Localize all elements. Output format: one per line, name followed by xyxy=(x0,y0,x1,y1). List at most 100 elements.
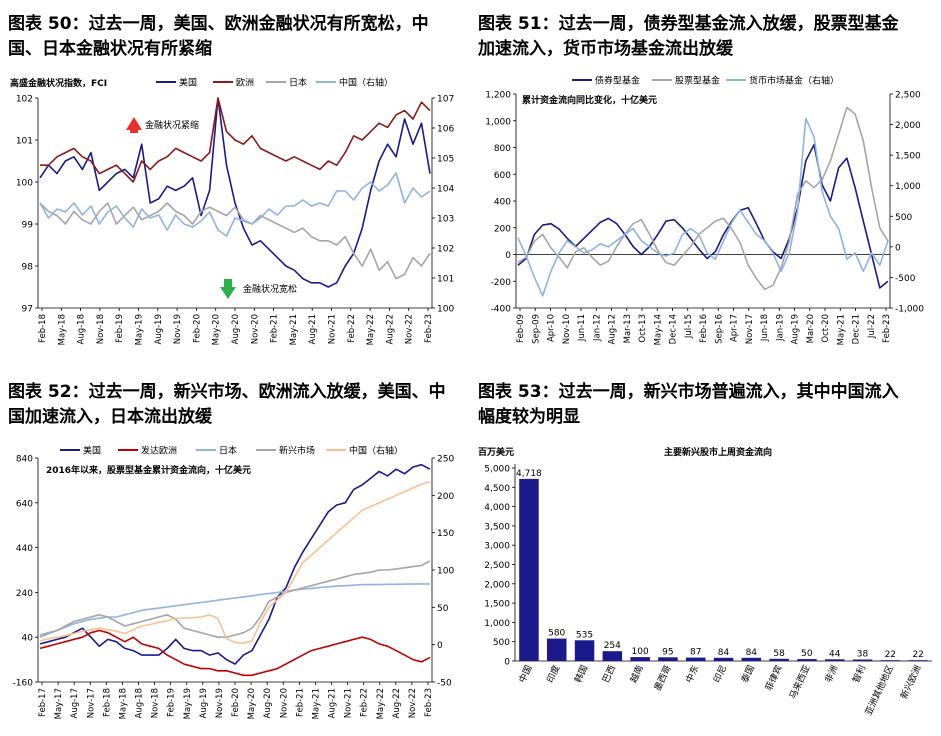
y-right-tick-label: 1,000 xyxy=(895,182,921,192)
x-tick-label: Aug-19 xyxy=(199,688,209,718)
x-category-label: 马来西亚 xyxy=(787,664,812,701)
y-right-tick-label: 102 xyxy=(437,245,454,255)
y-left-tick-label: 400 xyxy=(494,198,511,208)
x-category-label: 亚洲其他地区 xyxy=(862,663,896,717)
x-tick-label: Nov-18 xyxy=(96,314,106,344)
panel-50-title: 图表 50：过去一周，美国、欧洲金融状况有所宽松，中 国、日本金融状况有所紧缩 xyxy=(8,12,429,62)
x-tick-label: Mar-20 xyxy=(806,314,816,343)
y-tick-label: 1,000 xyxy=(484,619,510,629)
x-category-label: 智利 xyxy=(850,663,868,684)
x-tick-label: Jul-22 xyxy=(867,314,877,339)
panel-50: 图表 50：过去一周，美国、欧洲金融状况有所宽松，中 国、日本金融状况有所紧缩 … xyxy=(0,0,470,370)
bar xyxy=(880,660,901,661)
chart-50: 97 98 99 100 101 102 100 101 102 103 104 105 106 107 F… xyxy=(10,77,454,346)
y-axis-unit: 百万美元 xyxy=(478,446,514,458)
bar xyxy=(797,659,817,661)
y-left-tick-label: 100 xyxy=(16,179,33,189)
legend-label: 日本 xyxy=(289,77,307,89)
bar-value-label: 22 xyxy=(885,650,896,660)
x-tick-label: Dec-21 xyxy=(852,314,862,344)
y-tick-label: 0 xyxy=(504,658,510,668)
legend-label: 新兴市场 xyxy=(279,445,315,457)
y-left-tick-label: 240 xyxy=(16,589,33,599)
legend-label: 欧洲 xyxy=(236,77,254,89)
x-category-label: 菲律宾 xyxy=(763,663,785,693)
y-tick-label: 2,500 xyxy=(484,561,510,571)
y-left-tick-label: 40 xyxy=(22,634,34,644)
bar-value-label: 87 xyxy=(690,648,701,658)
panel-53-title-line1: 图表 53：过去一周，新兴市场普遍流入，其中中国流入 xyxy=(478,382,899,402)
x-tick-label: Oct-20 xyxy=(821,314,831,343)
x-tick-label: Jun-18 xyxy=(760,314,770,342)
bar xyxy=(658,657,678,661)
x-tick-label: May-19 xyxy=(183,688,193,719)
chart-subtitle: 高盛金融状况指数，FCI xyxy=(10,77,107,89)
x-tick-label: Sep-16 xyxy=(714,314,724,344)
bar xyxy=(852,659,873,661)
y-left-tick-label: 0 xyxy=(505,251,511,261)
panel-51: 图表 51：过去一周，债券型基金流入放缓，股票型基金 加速流入，货币市场基金流出… xyxy=(470,0,941,370)
x-tick-label: Feb-20 xyxy=(231,688,241,717)
y-tick-label: 4,500 xyxy=(484,484,510,494)
y-left-tick-label: 200 xyxy=(494,224,511,234)
series-line-4 xyxy=(39,172,431,237)
y-right-tick-label: 106 xyxy=(437,125,454,135)
x-tick-label: Nov-22 xyxy=(405,314,415,344)
x-tick-label: Aug-21 xyxy=(328,688,338,718)
x-category-label: 巴西 xyxy=(600,664,618,685)
y-tick-label: 1,500 xyxy=(484,600,510,610)
x-tick-label: Apr-10 xyxy=(547,314,557,342)
series-line-3 xyxy=(517,117,889,297)
y-left-tick-label: 800 xyxy=(494,144,511,154)
panel-52-title-line2: 国加速流入，日本流出放缓 xyxy=(8,407,212,427)
panel-52-title: 图表 52：过去一周，新兴市场、欧洲流入放缓，美国、中 国加速流入，日本流出放缓 xyxy=(8,380,446,430)
series-line-2 xyxy=(39,629,431,677)
x-tick-label: Feb-23 xyxy=(424,688,434,717)
x-tick-label: May-21 xyxy=(289,314,299,345)
x-tick-label: Aug-12 xyxy=(608,314,618,344)
y-right-tick-label: 200 xyxy=(437,492,454,502)
x-tick-label: Feb-22 xyxy=(360,688,370,717)
x-tick-label: May-21 xyxy=(836,314,846,345)
y-left-tick-label: 1,200 xyxy=(485,91,511,101)
x-tick-label: Feb-16 xyxy=(699,314,709,343)
x-tick-label: May-22 xyxy=(376,688,386,719)
y-left-tick-label: -400 xyxy=(491,305,512,315)
x-tick-label: Nov-21 xyxy=(344,688,354,718)
series-line-3 xyxy=(39,583,430,638)
x-tick-label: May-18 xyxy=(57,314,67,345)
legend-label: 日本 xyxy=(219,445,237,457)
bar xyxy=(769,658,789,661)
x-tick-label: May-18 xyxy=(118,688,128,719)
y-right-tick-label: 250 xyxy=(437,455,454,465)
bar xyxy=(519,478,539,661)
x-tick-label: Aug-22 xyxy=(385,314,395,344)
bar-value-label: 100 xyxy=(632,647,649,657)
x-category-label: 韩国 xyxy=(572,663,590,684)
bar-value-label: 95 xyxy=(662,647,673,657)
down-arrow-icon-stem xyxy=(224,279,232,287)
y-right-tick-label: 150 xyxy=(437,529,454,539)
x-tick-label: Feb-18 xyxy=(102,688,112,717)
x-tick-label: Nov-18 xyxy=(151,688,161,718)
panel-53-title: 图表 53：过去一周，新兴市场普遍流入，其中中国流入 幅度较为明显 xyxy=(478,380,899,430)
y-left-tick-label: -160 xyxy=(13,679,34,689)
y-right-tick-label: -50 xyxy=(437,679,452,689)
panel-51-title-line2: 加速流入，货币市场基金流出放缓 xyxy=(478,39,733,59)
x-tick-label: Oct-13 xyxy=(638,314,648,343)
x-tick-label: Feb-21 xyxy=(295,688,305,717)
x-tick-label: Sep-09 xyxy=(531,314,541,344)
chart-title: 主要新兴股市上周资金流向 xyxy=(664,446,772,458)
y-left-tick-label: 101 xyxy=(16,137,33,147)
x-tick-label: Feb-23 xyxy=(424,314,434,343)
x-tick-label: Nov-19 xyxy=(215,688,225,718)
y-right-tick-label: 0 xyxy=(895,243,901,253)
x-category-label: 越南 xyxy=(627,663,645,684)
x-tick-label: Nov-19 xyxy=(173,314,183,344)
bar-value-label: 38 xyxy=(857,650,869,660)
panel-51-title-line1: 图表 51：过去一周，债券型基金流入放缓，股票型基金 xyxy=(478,14,899,34)
legend-label: 美国 xyxy=(83,445,101,457)
y-tick-label: 3,500 xyxy=(484,522,510,532)
x-tick-label: May-21 xyxy=(311,688,321,719)
x-tick-label: Nov-10 xyxy=(562,314,572,344)
